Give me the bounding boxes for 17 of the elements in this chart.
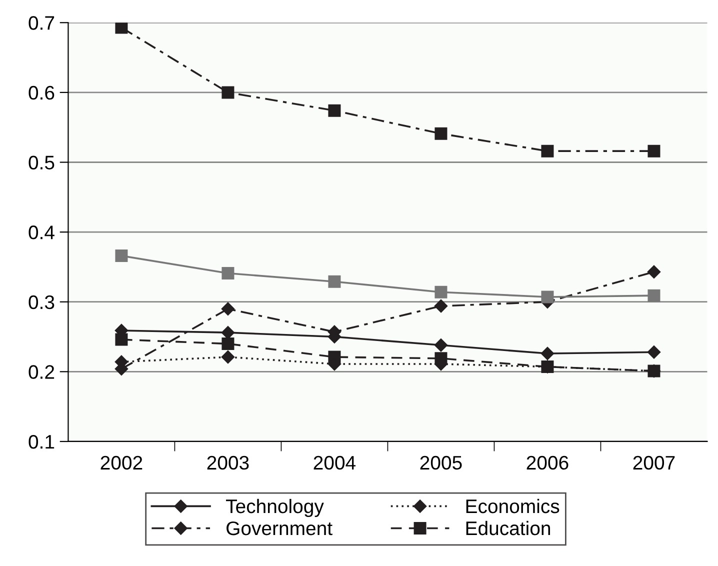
x-tick-label: 2004 xyxy=(314,456,356,470)
y-tick-label: 0.1 xyxy=(28,434,54,449)
y-tick-label: 0.5 xyxy=(28,156,54,170)
x-tick-label: 2005 xyxy=(420,456,462,470)
y-tick-label: 0.7 xyxy=(28,16,54,30)
legend-label: Economics xyxy=(466,498,560,514)
x-tick-label: 2002 xyxy=(100,456,142,470)
x-tick-label: 2006 xyxy=(526,456,568,470)
y-tick-label: 0.3 xyxy=(28,295,54,310)
x-tick-label: 2007 xyxy=(633,456,675,470)
x-tick-label: 2003 xyxy=(207,456,249,470)
legend-label: Education xyxy=(466,520,550,536)
legend-label: Government xyxy=(226,521,332,536)
legend-label: Technology xyxy=(226,498,324,518)
y-tick-label: 0.2 xyxy=(28,365,54,379)
y-tick-label: 0.4 xyxy=(28,226,54,240)
y-tick-label: 0.6 xyxy=(28,86,54,100)
